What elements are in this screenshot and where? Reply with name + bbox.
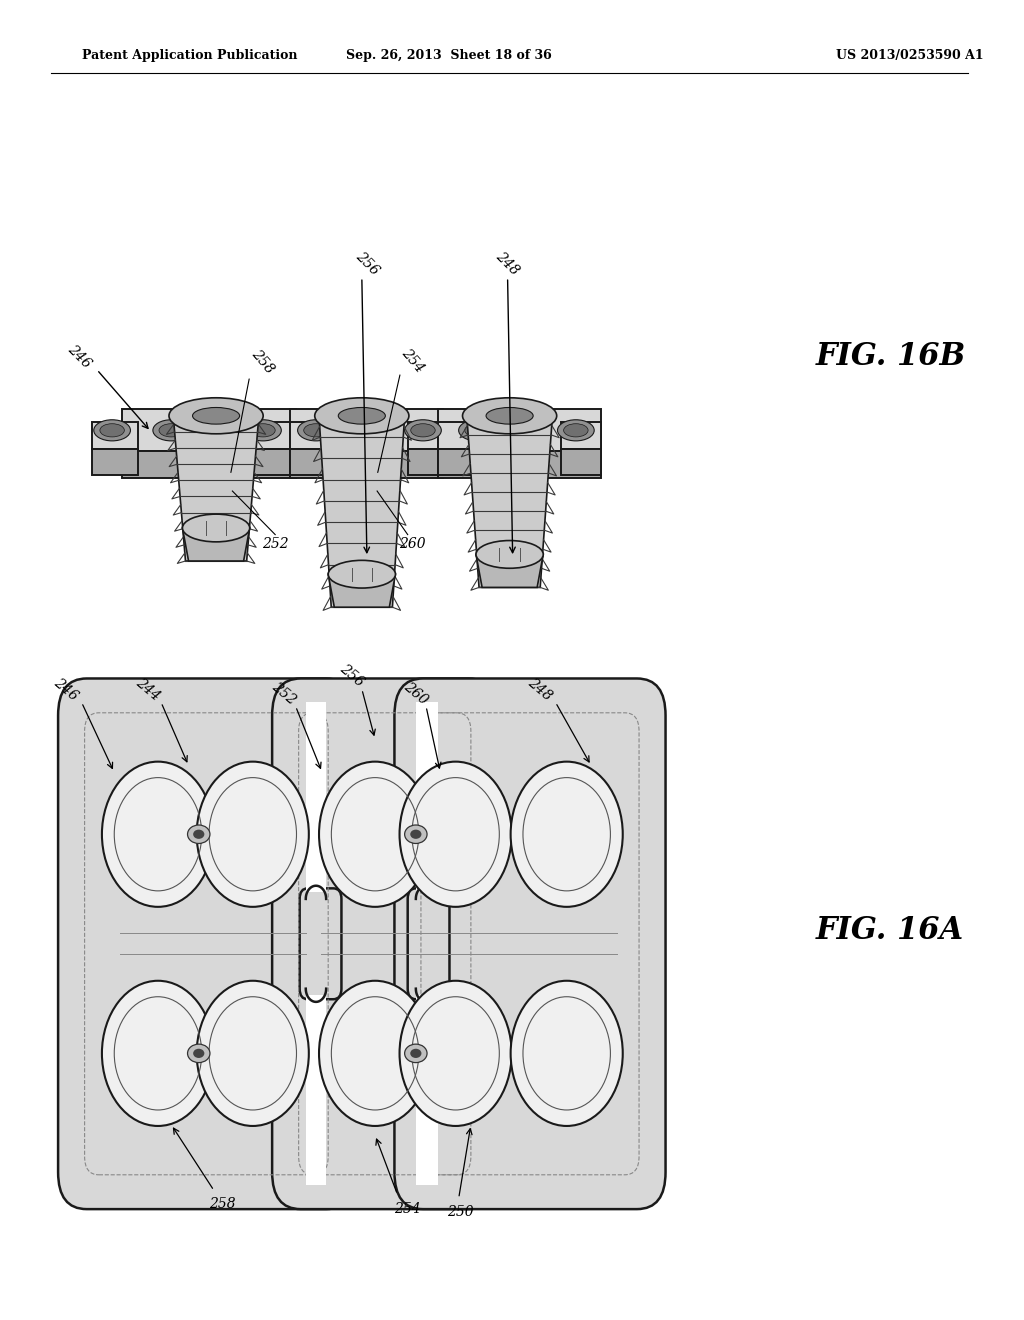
Circle shape [511, 981, 623, 1126]
Polygon shape [438, 451, 601, 478]
Text: US 2013/0253590 A1: US 2013/0253590 A1 [836, 49, 983, 62]
Text: 250: 250 [447, 1205, 474, 1218]
Polygon shape [319, 416, 404, 607]
FancyBboxPatch shape [58, 678, 354, 1209]
Circle shape [399, 981, 512, 1126]
Ellipse shape [328, 560, 395, 589]
Polygon shape [476, 554, 544, 587]
Polygon shape [122, 409, 296, 451]
Ellipse shape [187, 825, 210, 843]
Ellipse shape [411, 830, 422, 840]
Text: 256: 256 [337, 661, 367, 690]
Ellipse shape [304, 424, 328, 437]
Polygon shape [408, 422, 443, 449]
Text: 248: 248 [494, 249, 522, 279]
Ellipse shape [486, 408, 534, 424]
Polygon shape [306, 995, 327, 1185]
Polygon shape [560, 449, 601, 475]
Ellipse shape [193, 408, 240, 424]
Polygon shape [291, 449, 327, 475]
Ellipse shape [404, 825, 427, 843]
Circle shape [319, 981, 431, 1126]
Polygon shape [560, 422, 601, 449]
Text: 252: 252 [262, 537, 289, 550]
Ellipse shape [404, 420, 441, 441]
Text: 260: 260 [401, 678, 430, 708]
Ellipse shape [251, 424, 275, 437]
Ellipse shape [563, 424, 588, 437]
Polygon shape [291, 422, 327, 449]
FancyBboxPatch shape [300, 888, 341, 999]
Text: 248: 248 [525, 675, 555, 704]
Circle shape [197, 981, 309, 1126]
Polygon shape [182, 528, 250, 561]
Text: 258: 258 [209, 1197, 236, 1210]
Text: Patent Application Publication: Patent Application Publication [82, 49, 297, 62]
Ellipse shape [465, 424, 489, 437]
Text: 260: 260 [399, 537, 426, 550]
Ellipse shape [153, 420, 189, 441]
Polygon shape [250, 449, 296, 475]
Circle shape [197, 762, 309, 907]
Circle shape [511, 762, 623, 907]
Polygon shape [92, 422, 137, 449]
Ellipse shape [314, 397, 409, 434]
Polygon shape [408, 449, 443, 475]
Text: FIG. 16B: FIG. 16B [815, 341, 966, 372]
Ellipse shape [557, 420, 594, 441]
Text: Sep. 26, 2013  Sheet 18 of 36: Sep. 26, 2013 Sheet 18 of 36 [345, 49, 551, 62]
Text: 244: 244 [133, 675, 163, 704]
Polygon shape [173, 416, 259, 561]
Ellipse shape [94, 420, 130, 441]
Text: 246: 246 [51, 675, 81, 704]
Ellipse shape [298, 420, 334, 441]
Polygon shape [416, 702, 438, 892]
FancyBboxPatch shape [394, 678, 666, 1209]
Ellipse shape [411, 424, 435, 437]
Text: 252: 252 [268, 678, 298, 708]
Ellipse shape [182, 513, 250, 543]
Ellipse shape [358, 420, 395, 441]
Text: 256: 256 [352, 249, 381, 279]
Polygon shape [122, 451, 296, 478]
Ellipse shape [194, 1048, 205, 1059]
Text: 246: 246 [66, 342, 94, 371]
Polygon shape [306, 702, 327, 892]
Polygon shape [438, 409, 601, 451]
Ellipse shape [159, 424, 183, 437]
Polygon shape [250, 422, 296, 449]
Ellipse shape [245, 420, 282, 441]
Polygon shape [467, 416, 552, 587]
Text: FIG. 16A: FIG. 16A [815, 915, 964, 946]
Circle shape [102, 981, 214, 1126]
Ellipse shape [411, 1048, 422, 1059]
Polygon shape [291, 409, 443, 451]
Polygon shape [92, 449, 137, 475]
Circle shape [399, 762, 512, 907]
Ellipse shape [508, 424, 532, 437]
Ellipse shape [338, 408, 385, 424]
Text: 258: 258 [249, 347, 276, 376]
Text: 254: 254 [394, 1203, 421, 1216]
FancyBboxPatch shape [408, 888, 450, 999]
Ellipse shape [502, 420, 539, 441]
Ellipse shape [463, 397, 557, 434]
Circle shape [319, 762, 431, 907]
Ellipse shape [194, 830, 205, 840]
Polygon shape [438, 449, 474, 475]
Ellipse shape [459, 420, 496, 441]
Ellipse shape [365, 424, 389, 437]
Ellipse shape [100, 424, 124, 437]
Polygon shape [328, 574, 395, 607]
Polygon shape [291, 451, 443, 478]
Ellipse shape [169, 397, 263, 434]
Ellipse shape [404, 1044, 427, 1063]
Polygon shape [416, 995, 438, 1185]
Text: 254: 254 [399, 346, 427, 375]
FancyBboxPatch shape [272, 678, 498, 1209]
Polygon shape [438, 422, 474, 449]
Circle shape [102, 762, 214, 907]
Ellipse shape [476, 540, 544, 568]
Ellipse shape [187, 1044, 210, 1063]
